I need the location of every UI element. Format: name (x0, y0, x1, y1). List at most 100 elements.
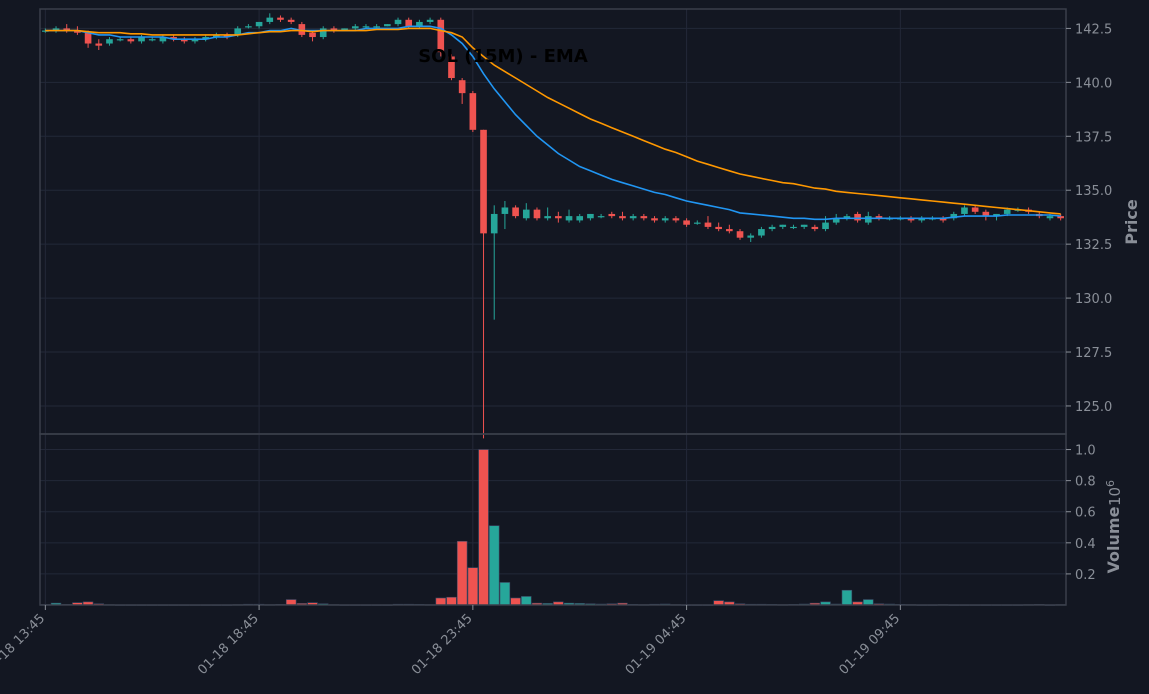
candle-body (373, 26, 380, 28)
candle-body (277, 17, 284, 20)
volume-tick-label: 0.4 (1075, 537, 1096, 552)
candle-body (822, 222, 829, 230)
candle-body (287, 19, 295, 22)
price-tick-label: 130.0 (1075, 292, 1112, 307)
ema-lines (45, 25, 1061, 221)
candle-body (854, 213, 861, 221)
candle-body (213, 34, 220, 38)
candle-body (245, 26, 252, 28)
candle-body (298, 24, 306, 35)
candle-body (437, 19, 445, 53)
volume-bar (489, 525, 500, 606)
candle-body (1057, 216, 1064, 219)
candle-body (961, 207, 968, 214)
candle-body (640, 216, 648, 219)
candle-body (726, 229, 733, 232)
price-tick-label: 132.5 (1075, 238, 1112, 253)
candle-body (661, 218, 669, 221)
price-tick-label: 137.5 (1075, 130, 1112, 145)
candle-body (469, 93, 477, 130)
price-grid (40, 9, 1066, 434)
price-tick-label: 125.0 (1075, 400, 1112, 415)
candle-body (384, 24, 391, 27)
chart-title: SOL (15M) - EMA (418, 46, 588, 67)
candle-body (501, 207, 509, 214)
candle-body (875, 216, 883, 219)
volume-multiplier: 106 (1104, 480, 1124, 506)
candle-body (1046, 216, 1054, 219)
volume-bar (446, 596, 457, 606)
candle-body (159, 37, 167, 42)
candle-body (715, 226, 722, 230)
candle-body (683, 220, 690, 225)
candle-body (106, 39, 113, 44)
volume-bar (285, 599, 297, 606)
volume-bar (841, 589, 853, 606)
candle-body (191, 39, 199, 42)
candle-body (651, 218, 658, 221)
candle-body (982, 211, 990, 217)
candle-body (747, 235, 755, 238)
candle-body (255, 21, 263, 27)
candle-body (512, 207, 519, 217)
candle-body (672, 218, 680, 221)
candle-body (950, 213, 958, 219)
candle-body (597, 216, 605, 218)
price-axis-label: Price (1122, 199, 1141, 245)
candle-body (170, 37, 177, 40)
candle-body (351, 26, 359, 29)
volume-grid (40, 434, 1066, 605)
volume-tick-label: 0.6 (1075, 506, 1096, 521)
volume-tick-label: 0.2 (1075, 568, 1096, 583)
volume-y-ticks: 0.2 0.4 0.6 0.8 1.0 (1066, 444, 1096, 583)
candle-body (811, 226, 819, 230)
candle-body (971, 207, 979, 212)
candle-body (416, 21, 423, 27)
volume-bar (435, 597, 446, 606)
candle-body (832, 218, 840, 223)
candle-body (800, 224, 808, 227)
candle-body (458, 80, 466, 94)
candle-body (330, 28, 338, 31)
candle-body (52, 28, 60, 31)
candle-body (864, 216, 872, 223)
volume-tick-label: 1.0 (1075, 444, 1096, 459)
candle-body (790, 226, 797, 229)
ema-slow-line (45, 27, 1061, 215)
candle-body (522, 209, 530, 219)
candle-body (693, 222, 701, 224)
price-tick-label: 135.0 (1075, 184, 1112, 199)
volume-bar (863, 599, 874, 606)
candle-body (341, 28, 348, 31)
candle-body (704, 222, 712, 227)
volume-axis-label: Volume (1104, 506, 1123, 573)
candle-body (907, 218, 915, 221)
candle-body (843, 216, 851, 219)
candle-body (362, 26, 370, 28)
price-tick-label: 140.0 (1075, 76, 1112, 91)
volume-bar (467, 567, 479, 606)
candle-body (619, 216, 626, 219)
candle-body (918, 218, 926, 221)
candle-body (74, 30, 81, 33)
volume-multiplier-exponent: 6 (1104, 480, 1117, 487)
candle-body (448, 56, 455, 79)
candle-body (180, 39, 188, 42)
candle-body (993, 213, 1000, 217)
candle-body (768, 226, 776, 230)
price-tick-label: 142.5 (1075, 22, 1112, 37)
candle-body (266, 17, 274, 22)
price-y-ticks: 125.0 127.5 130.0 132.5 135.0 137.5 140.0 142.5 (1066, 22, 1112, 415)
candle-body (533, 209, 541, 219)
candle-body (138, 37, 145, 42)
candle-body (202, 37, 209, 40)
candle-body (223, 34, 231, 38)
ema-fast-line (45, 25, 1061, 221)
candle-body (758, 229, 765, 236)
volume-multiplier-base: 10 (1106, 487, 1124, 506)
candle-body (779, 224, 787, 227)
volume-bar (510, 597, 521, 606)
candle-body (939, 218, 947, 221)
